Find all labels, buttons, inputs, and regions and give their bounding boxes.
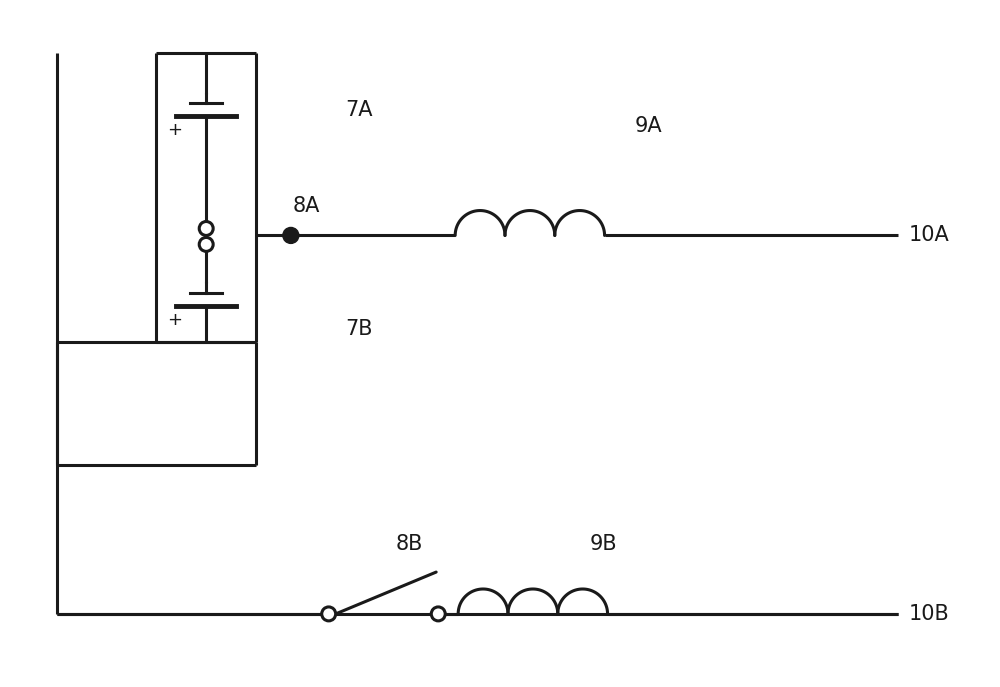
Text: 7A: 7A <box>346 100 373 120</box>
Circle shape <box>283 227 299 243</box>
Circle shape <box>199 238 213 251</box>
Circle shape <box>199 221 213 236</box>
Text: 8B: 8B <box>395 534 423 554</box>
Circle shape <box>322 607 336 621</box>
Text: 9A: 9A <box>634 116 662 136</box>
Text: +: + <box>167 311 182 328</box>
Text: 10A: 10A <box>908 225 949 245</box>
Circle shape <box>431 607 445 621</box>
Text: 8A: 8A <box>293 196 320 216</box>
Text: +: + <box>167 122 182 139</box>
Text: 10B: 10B <box>908 604 949 624</box>
Text: 7B: 7B <box>346 319 373 339</box>
Text: 9B: 9B <box>590 534 617 554</box>
